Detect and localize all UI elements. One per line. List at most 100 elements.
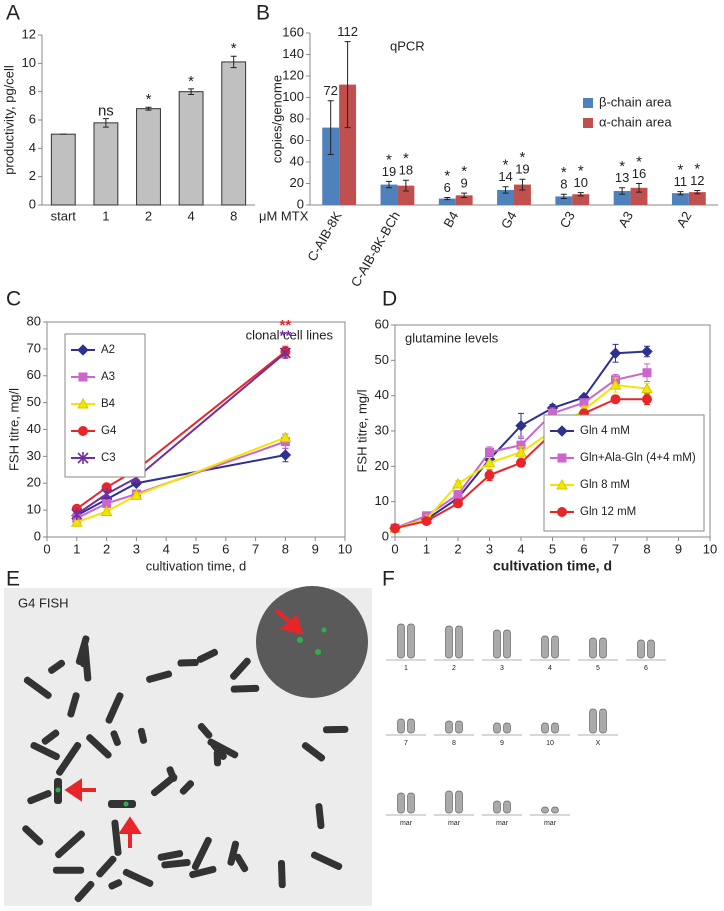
y-tick-label: 50 xyxy=(375,352,389,367)
x-tick-label: 3 xyxy=(133,541,140,556)
chromosome xyxy=(455,720,463,734)
marker xyxy=(485,447,494,457)
arrowhead xyxy=(118,816,142,834)
karyo-label: 5 xyxy=(596,665,600,672)
bar xyxy=(455,195,473,205)
x-axis-label: cultivation time, d xyxy=(493,558,612,574)
chromosome xyxy=(27,790,52,805)
data-label: 19 xyxy=(382,164,396,179)
x-tick-label: 4 xyxy=(187,208,194,223)
x-tick-label: 4 xyxy=(163,541,170,556)
chromosome xyxy=(407,623,415,659)
chromosome xyxy=(551,722,559,734)
chromosome xyxy=(196,648,219,663)
x-tick-label: 8 xyxy=(230,208,237,223)
marker xyxy=(641,382,653,394)
karyo-label: 2 xyxy=(452,665,456,672)
marker xyxy=(483,456,496,468)
error-bar xyxy=(502,186,509,194)
karyo-label: 1 xyxy=(404,665,408,672)
panel-letter: A xyxy=(6,2,20,25)
chromosome xyxy=(301,742,326,762)
marker xyxy=(421,516,432,527)
error-bar xyxy=(188,88,195,95)
chromosome xyxy=(86,734,112,759)
chromosome xyxy=(493,800,501,814)
y-tick-label: 80 xyxy=(27,313,41,328)
data-label: 9 xyxy=(461,176,468,191)
significance: * xyxy=(694,160,700,177)
chromosome xyxy=(397,792,405,814)
x-tick-label: B4 xyxy=(440,209,461,230)
chromosome xyxy=(503,629,511,659)
chromosome xyxy=(67,692,80,718)
legend-label: B4 xyxy=(101,398,116,410)
marker xyxy=(279,449,292,461)
chromosome xyxy=(647,639,655,659)
x-tick-label: 2 xyxy=(103,541,110,556)
chromosome xyxy=(137,727,148,744)
x-tick-label: 8 xyxy=(282,541,289,556)
x-tick-label: C-AIB-8K xyxy=(304,208,345,263)
chromosome xyxy=(207,738,239,759)
marker xyxy=(609,379,622,390)
x-tick-label: 9 xyxy=(312,541,319,556)
data-label: 112 xyxy=(337,24,358,39)
significance: * xyxy=(461,163,467,180)
legend-marker xyxy=(77,344,89,356)
chromosome xyxy=(56,741,82,776)
x-tick-label: 1 xyxy=(73,541,80,556)
data-label: 8 xyxy=(560,177,567,192)
error-bar xyxy=(560,193,567,200)
x-tick-label: 0 xyxy=(43,541,50,556)
marker xyxy=(610,394,621,405)
legend-label: A2 xyxy=(101,344,115,356)
chromosome xyxy=(445,625,453,659)
marker xyxy=(390,523,400,534)
bar xyxy=(93,122,119,206)
bar xyxy=(572,194,590,205)
chart-title: qPCR xyxy=(390,38,425,53)
chromosome xyxy=(179,780,195,795)
chromosome xyxy=(551,635,559,659)
chromosome xyxy=(445,720,453,734)
error-bar xyxy=(102,118,109,128)
panel-letter: E xyxy=(6,568,20,591)
chromosome xyxy=(108,800,136,808)
chromosome xyxy=(589,708,597,734)
data-label: 72 xyxy=(323,83,337,98)
y-tick-label: 40 xyxy=(375,387,389,402)
x-tick-label: 2 xyxy=(454,541,461,556)
data-label: 16 xyxy=(632,166,646,181)
chromosome xyxy=(599,637,607,659)
chromosome xyxy=(41,729,60,745)
fish-signal xyxy=(297,637,303,643)
x-tick-label: A2 xyxy=(673,209,694,230)
chromosome xyxy=(48,659,66,674)
chromosome xyxy=(150,773,178,797)
bar xyxy=(671,193,689,205)
y-tick-label: 2 xyxy=(29,168,36,183)
bar xyxy=(380,184,398,205)
chromosome xyxy=(599,708,607,734)
chromosome xyxy=(637,639,645,659)
marker xyxy=(642,394,652,405)
x-tick-label: 0 xyxy=(391,541,398,556)
y-tick-label: 60 xyxy=(290,132,304,147)
fish-signal xyxy=(315,649,321,655)
y-tick-label: 50 xyxy=(27,394,41,409)
panel-letter: D xyxy=(382,288,397,311)
y-tick-label: 70 xyxy=(27,340,41,355)
chromosome xyxy=(55,830,85,859)
legend-marker xyxy=(557,507,567,517)
chromosome xyxy=(503,722,511,734)
x-tick-label: A3 xyxy=(615,209,636,230)
y-tick-label: 20 xyxy=(375,458,389,473)
y-tick-label: 160 xyxy=(282,24,304,39)
bar xyxy=(630,187,648,205)
legend-marker xyxy=(556,478,568,490)
x-tick-label: 7 xyxy=(612,541,619,556)
error-bar xyxy=(385,180,392,189)
bar xyxy=(514,184,531,205)
x-tick-label: 8 xyxy=(643,541,650,556)
